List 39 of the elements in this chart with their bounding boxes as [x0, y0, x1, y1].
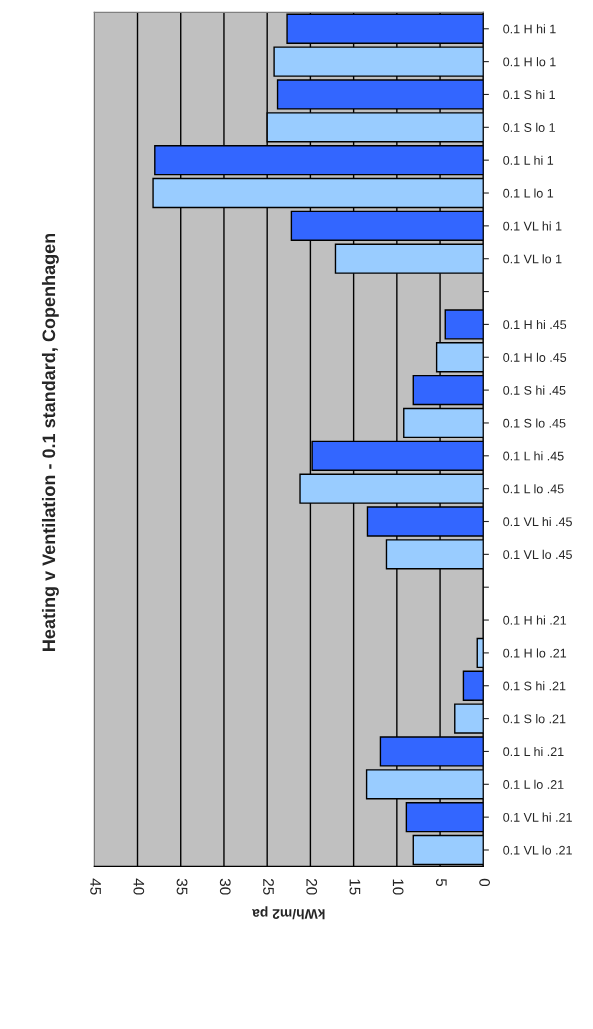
y-tick-label: 0.1 VL lo .45 — [503, 549, 572, 560]
y-tick-label: 0.1 H hi 1 — [503, 24, 556, 34]
x-axis-title: kWh/m2 pa — [252, 906, 325, 920]
y-tick-label: 0.1 L lo .21 — [503, 779, 564, 789]
y-tick-label: 0.1 S lo .21 — [503, 714, 566, 724]
y-tick-label: 0.1 L hi 1 — [503, 155, 554, 165]
bar — [462, 670, 484, 701]
y-tick-label: 0.1 L lo 1 — [503, 188, 554, 198]
x-tick-label: 10 — [392, 879, 404, 895]
y-tick-label: 0.1 VL lo .21 — [503, 845, 572, 855]
x-tick-label: 25 — [263, 878, 274, 895]
x-tick-label: 15 — [349, 879, 361, 895]
x-tick-label: 45 — [90, 878, 101, 895]
y-tick-label: 0.1 VL hi .21 — [503, 812, 572, 822]
bar — [444, 309, 484, 340]
y-tick-label: 0.1 H hi .21 — [503, 615, 567, 625]
y-tick-label: 0.1 VL lo 1 — [503, 254, 562, 264]
y-tick-label: 0.1 L hi .45 — [503, 451, 564, 461]
text: Heating v Ventilation - 0.1 standard, Copenhagen — [41, 233, 59, 651]
y-tick-label: 0.1 S lo .45 — [503, 418, 566, 428]
bar — [454, 703, 484, 734]
x-tick-label: 5 — [435, 878, 447, 887]
x-tick-label: 30 — [219, 878, 231, 895]
y-tick-label: 0.1 H lo .45 — [503, 352, 567, 362]
x-tick-label: 20 — [306, 878, 318, 895]
x-tick-label: 40 — [133, 878, 145, 895]
y-tick-label: 0.1 S hi .45 — [503, 385, 566, 395]
y-tick-label: 0.1 S lo 1 — [503, 122, 555, 132]
y-tick-label: 0.1 VL hi 1 — [503, 221, 562, 231]
y-tick-label: 0.1 L lo .45 — [503, 484, 564, 494]
y-tick-label: 0.1 VL hi .45 — [503, 516, 572, 527]
y-tick-label: 0.1 S hi 1 — [503, 89, 555, 100]
y-tick-label: 0.1 S hi .21 — [503, 681, 566, 691]
x-tick-label: 0 — [479, 878, 491, 887]
y-tick-label: 0.1 L hi .21 — [503, 746, 564, 757]
y-tick-label: 0.1 H lo 1 — [503, 57, 556, 67]
y-tick-label: 0.1 H lo .21 — [503, 648, 567, 658]
x-tick-label: 35 — [176, 878, 188, 895]
y-tick-label: 0.1 H hi .45 — [503, 319, 567, 330]
